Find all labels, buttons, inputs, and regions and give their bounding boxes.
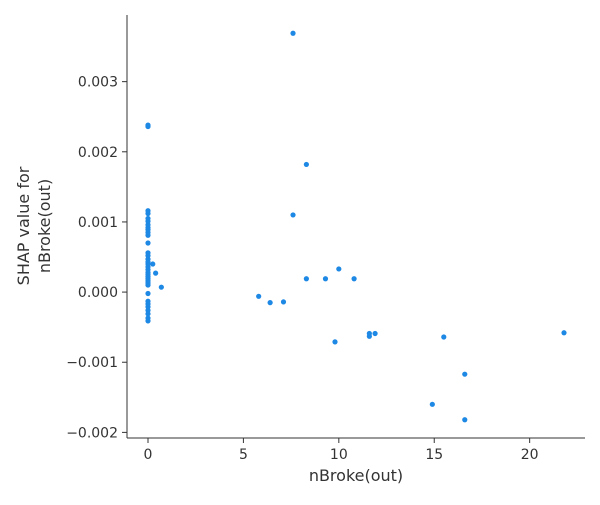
data-points (145, 30, 567, 423)
data-point (303, 276, 309, 282)
data-point (145, 318, 151, 324)
y-tick-label: −0.001 (66, 355, 118, 371)
y-tick-label: 0.000 (78, 285, 118, 301)
data-point (280, 299, 287, 305)
data-point (267, 300, 273, 306)
data-point (145, 123, 151, 130)
x-tick-label: 10 (330, 447, 348, 463)
data-point (561, 330, 567, 336)
data-point (322, 276, 329, 282)
data-point (256, 293, 262, 299)
y-tick-label: 0.003 (78, 75, 118, 91)
y-ticks: −0.002 −0.001 0.000 0.001 0.002 0.003 (66, 75, 127, 441)
y-axis-label-line-2: nBroke(out) (35, 179, 54, 273)
y-axis-label-line-1: SHAP value for (14, 166, 33, 285)
axes (126, 15, 585, 439)
data-point (441, 334, 447, 340)
data-point (145, 240, 151, 246)
data-point (303, 161, 309, 168)
data-point (145, 290, 151, 297)
y-tick-label: 0.001 (78, 215, 118, 231)
data-point (153, 270, 159, 276)
data-point (145, 210, 151, 217)
x-tick-label: 5 (239, 447, 248, 463)
y-tick-label: 0.002 (78, 145, 118, 161)
data-point (366, 333, 372, 339)
data-point (158, 284, 164, 290)
x-axis-label: nBroke(out) (309, 466, 403, 485)
data-point (145, 311, 151, 317)
x-tick-label: 20 (521, 447, 539, 463)
data-point (332, 339, 338, 345)
x-tick-label: 0 (144, 447, 153, 463)
data-point (336, 266, 342, 272)
data-point (150, 261, 156, 267)
data-point (462, 371, 468, 377)
x-tick-label: 15 (425, 447, 443, 463)
y-tick-label: −0.002 (66, 425, 118, 441)
data-point (429, 401, 435, 407)
data-point (145, 232, 151, 238)
data-point (290, 30, 296, 36)
data-point (145, 282, 151, 288)
x-ticks: 0 5 10 15 20 (144, 438, 539, 463)
data-point (290, 212, 296, 218)
data-point (462, 417, 468, 423)
data-point (372, 330, 378, 337)
data-point (351, 276, 357, 282)
